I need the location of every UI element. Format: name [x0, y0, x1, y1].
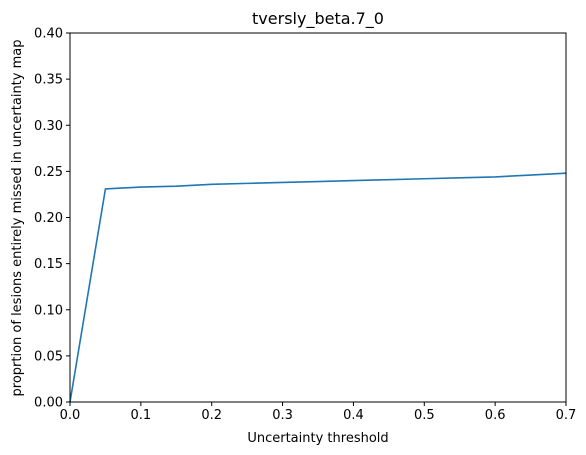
- x-tick-label: 0.4: [343, 408, 364, 423]
- x-tick-label: 0.7: [556, 408, 577, 423]
- y-tick-label: 0.20: [34, 211, 63, 226]
- x-tick-label: 0.6: [485, 408, 506, 423]
- y-tick-label: 0.25: [34, 165, 63, 180]
- y-tick-label: 0.15: [34, 257, 63, 272]
- plot-frame: [69, 32, 567, 403]
- x-tick-label: 0.5: [414, 408, 435, 423]
- y-tick-label: 0.05: [34, 349, 63, 364]
- x-tick-label: 0.0: [60, 408, 81, 423]
- y-tick-label: 0.00: [34, 396, 63, 411]
- y-tick-label: 0.30: [34, 119, 63, 134]
- y-tick-label: 0.35: [34, 73, 63, 88]
- plot-area: 0.0 0.1 0.2 0.3 0.4 0.5 0.6 0.7 0.00 0.05 0.10 0.15…: [34, 27, 576, 424]
- y-tick-label: 0.40: [34, 27, 63, 42]
- x-tick-label: 0.2: [201, 408, 222, 423]
- x-tick-label: 0.3: [272, 408, 293, 423]
- chart-title: tversly_beta.7_0: [252, 9, 384, 29]
- y-tick-label: 0.10: [34, 303, 63, 318]
- x-tick-label: 0.1: [131, 408, 152, 423]
- y-axis-label: proprtion of lesions entirely missed in …: [10, 40, 25, 397]
- series-line-0: [69, 172, 567, 403]
- x-axis-label: Uncertainty threshold: [247, 431, 388, 446]
